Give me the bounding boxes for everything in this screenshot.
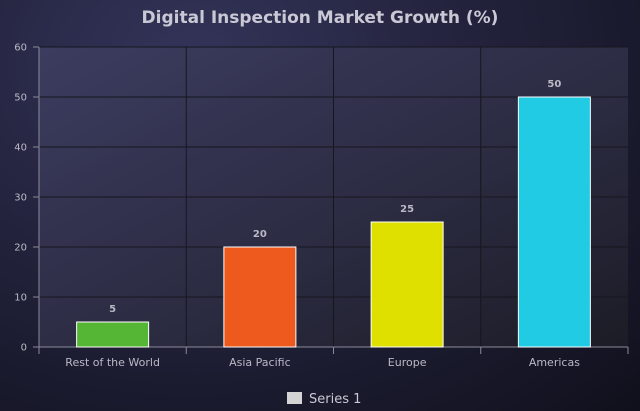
x-tick-label: Asia Pacific [229,356,291,369]
y-tick-label: 20 [14,243,27,254]
y-tick-label: 60 [14,43,27,54]
legend-label: Series 1 [309,392,361,407]
data-label-asia-pacific: 20 [253,229,267,240]
y-tick-label: 0 [21,343,27,354]
x-tick-label: Rest of the World [65,356,160,369]
bar-rest-of-the-world[interactable] [76,321,150,348]
bar-americas[interactable] [517,96,591,348]
gridlines [39,46,628,347]
data-labels: 5 20 25 50 [109,79,561,315]
legend-swatch [287,392,302,404]
data-label-americas: 50 [547,79,561,90]
x-tick-label: Americas [529,356,580,369]
y-tick-label: 40 [14,143,27,154]
x-tick-label: Europe [388,356,427,369]
legend[interactable]: Series 1 [287,392,361,407]
y-tick-label: 50 [14,93,27,104]
data-label-rest-of-the-world: 5 [109,304,116,315]
chart-title: Digital Inspection Market Growth (%) [142,8,499,28]
y-tick-label: 10 [14,293,27,304]
y-tick-label: 30 [14,193,27,204]
bar-asia-pacific[interactable] [223,246,297,348]
data-label-europe: 25 [400,204,414,215]
bar-europe[interactable] [370,221,444,348]
bars [76,96,591,348]
